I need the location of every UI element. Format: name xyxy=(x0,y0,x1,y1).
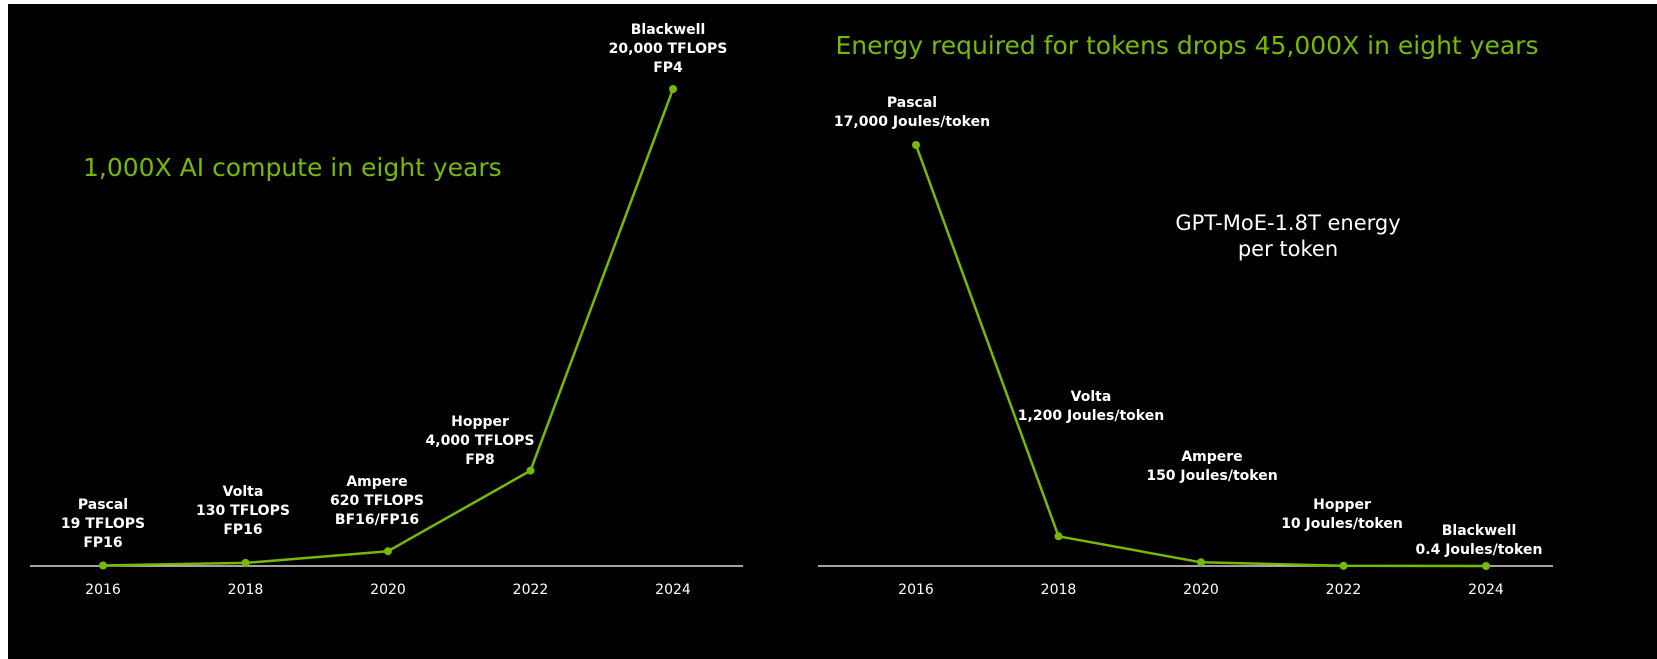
energy-data-point-2020 xyxy=(1197,558,1205,567)
compute-tick-label-2016: 2016 xyxy=(85,582,121,598)
energy-data-point-2016 xyxy=(912,141,920,149)
charts-svg: 1,000X AI compute in eight years 2016 201… xyxy=(30,22,1553,598)
compute-data-label-2020: Ampere 620 TFLOPS BF16/FP16 xyxy=(330,474,424,528)
energy-data-point-2024 xyxy=(1482,562,1490,570)
compute-tick-label-2024: 2024 xyxy=(655,582,691,598)
compute-chart-title: 1,000X AI compute in eight years xyxy=(83,153,502,182)
compute-data-point-2020 xyxy=(384,547,392,556)
energy-tick-label-2022: 2022 xyxy=(1326,582,1362,598)
compute-data-label-2024: Blackwell 20,000 TFLOPS FP4 xyxy=(609,22,728,76)
compute-data-label-2016: Pascal 19 TFLOPS FP16 xyxy=(61,497,145,551)
compute-data-label-2018: Volta 130 TFLOPS FP16 xyxy=(196,484,290,538)
energy-tick-label-2016: 2016 xyxy=(898,582,934,598)
energy-chart: Energy required for tokens drops 45,000X… xyxy=(818,31,1553,598)
energy-data-label-2016: Pascal 17,000 Joules/token xyxy=(834,95,990,130)
chart-stage: 1,000X AI compute in eight years 2016 201… xyxy=(8,4,1657,659)
compute-data-point-2024 xyxy=(669,85,677,93)
compute-tick-label-2022: 2022 xyxy=(513,582,549,598)
energy-tick-label-2018: 2018 xyxy=(1041,582,1077,598)
energy-chart-subtitle: GPT-MoE-1.8T energy per token xyxy=(1175,211,1400,261)
energy-data-label-2024: Blackwell 0.4 Joules/token xyxy=(1416,523,1543,558)
energy-data-label-2020: Ampere 150 Joules/token xyxy=(1146,449,1277,484)
energy-data-label-2018: Volta 1,200 Joules/token xyxy=(1018,389,1164,424)
energy-tick-label-2024: 2024 xyxy=(1468,582,1504,598)
compute-tick-label-2018: 2018 xyxy=(228,582,264,598)
compute-data-label-2022: Hopper 4,000 TFLOPS FP8 xyxy=(426,414,535,468)
energy-data-point-2022 xyxy=(1339,561,1348,570)
energy-tick-label-2020: 2020 xyxy=(1183,582,1219,598)
energy-data-point-2018 xyxy=(1054,532,1063,541)
compute-tick-label-2020: 2020 xyxy=(370,582,406,598)
energy-series-line xyxy=(914,144,1487,568)
compute-data-point-2022 xyxy=(526,466,535,475)
compute-chart: 1,000X AI compute in eight years 2016 201… xyxy=(30,22,743,598)
compute-data-point-2016 xyxy=(99,561,107,570)
compute-data-point-2018 xyxy=(241,558,250,567)
energy-data-label-2022: Hopper 10 Joules/token xyxy=(1281,497,1403,532)
energy-chart-title: Energy required for tokens drops 45,000X… xyxy=(836,31,1539,60)
